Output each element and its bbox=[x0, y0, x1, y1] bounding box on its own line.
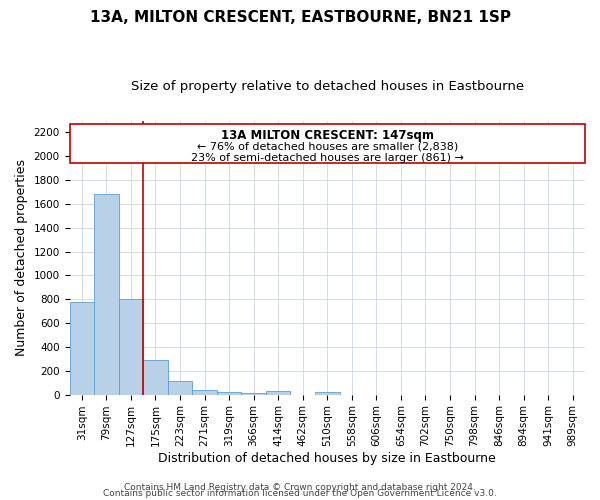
Bar bbox=[315, 392, 340, 394]
Text: Contains HM Land Registry data © Crown copyright and database right 2024.: Contains HM Land Registry data © Crown c… bbox=[124, 484, 476, 492]
Bar bbox=[192, 390, 217, 394]
FancyBboxPatch shape bbox=[70, 124, 585, 164]
Bar bbox=[119, 300, 143, 394]
Text: 23% of semi-detached houses are larger (861) →: 23% of semi-detached houses are larger (… bbox=[191, 153, 464, 163]
Bar bbox=[143, 360, 168, 394]
Text: Contains public sector information licensed under the Open Government Licence v3: Contains public sector information licen… bbox=[103, 490, 497, 498]
Text: 13A, MILTON CRESCENT, EASTBOURNE, BN21 1SP: 13A, MILTON CRESCENT, EASTBOURNE, BN21 1… bbox=[89, 10, 511, 25]
Text: ← 76% of detached houses are smaller (2,838): ← 76% of detached houses are smaller (2,… bbox=[197, 142, 458, 152]
Bar bbox=[94, 194, 119, 394]
Text: 13A MILTON CRESCENT: 147sqm: 13A MILTON CRESCENT: 147sqm bbox=[221, 128, 434, 141]
Title: Size of property relative to detached houses in Eastbourne: Size of property relative to detached ho… bbox=[131, 80, 524, 93]
Bar bbox=[70, 302, 94, 394]
Bar bbox=[266, 391, 290, 394]
Bar bbox=[217, 392, 241, 394]
X-axis label: Distribution of detached houses by size in Eastbourne: Distribution of detached houses by size … bbox=[158, 452, 496, 465]
Bar bbox=[168, 381, 192, 394]
Bar bbox=[241, 393, 266, 394]
Y-axis label: Number of detached properties: Number of detached properties bbox=[15, 159, 28, 356]
